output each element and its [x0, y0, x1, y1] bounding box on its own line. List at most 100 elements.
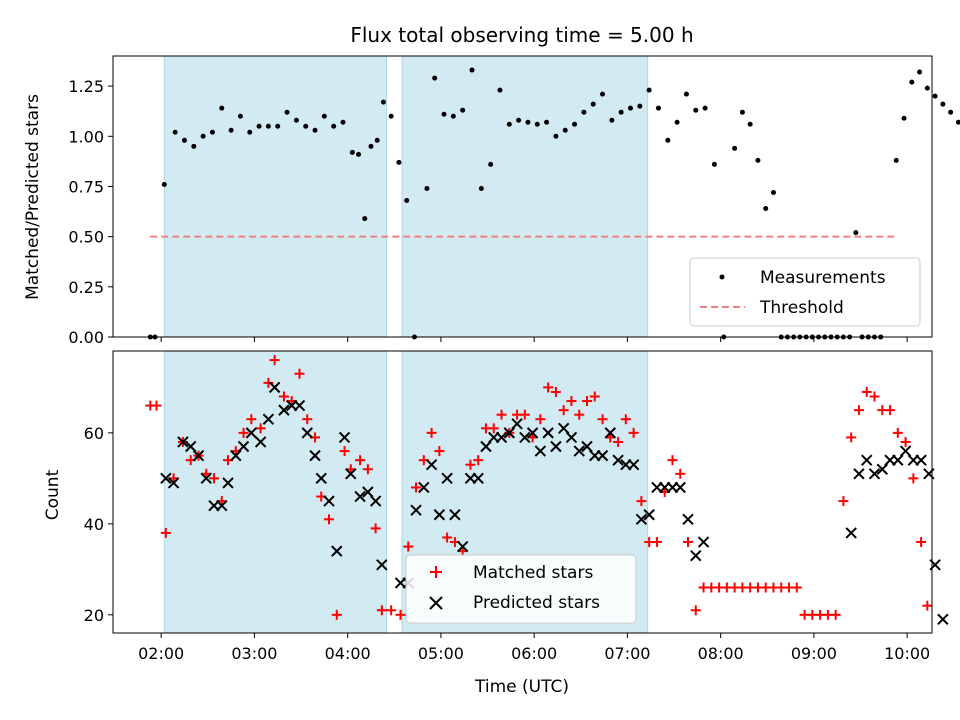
- matched-star-point: [269, 355, 280, 366]
- bottom-xtick-label-3: 05:00: [418, 644, 464, 663]
- measurement-point: [460, 107, 466, 113]
- matched-star-point: [830, 609, 841, 620]
- measurement-point: [275, 123, 281, 129]
- matched-star-point: [574, 409, 585, 420]
- predicted-star-point: [362, 486, 374, 498]
- predicted-star-point: [323, 495, 335, 507]
- bottom-ytick-label-2: 60: [84, 424, 104, 443]
- measurement-point: [368, 143, 374, 149]
- predicted-star-point: [861, 454, 873, 466]
- matched-star-point: [675, 468, 686, 479]
- bottom-xtick-label-6: 08:00: [698, 644, 744, 663]
- top-span-0: [163, 55, 388, 338]
- bottom-xtick-label-4: 06:00: [511, 644, 557, 663]
- measurement-point: [362, 216, 368, 222]
- matched-star-point: [620, 414, 631, 425]
- bottom-frame: [112, 350, 933, 634]
- bottom-xtick-label-0: 02:00: [138, 644, 184, 663]
- predicted-star-point: [433, 509, 446, 521]
- predicted-star-point: [315, 472, 327, 485]
- predicted-star-point: [262, 413, 275, 425]
- top-span-1: [401, 55, 649, 338]
- bottom-xtick-label-5: 07:00: [604, 644, 650, 663]
- matched-star-point: [255, 423, 266, 434]
- matched-star-point: [465, 459, 476, 470]
- matched-star-point: [496, 409, 507, 420]
- bottom-xtick-label-2: 04:00: [325, 644, 371, 663]
- measurement-point: [693, 107, 699, 113]
- measurement-point: [516, 117, 522, 123]
- matched-star-point: [395, 609, 406, 620]
- predicted-star-point: [596, 449, 609, 462]
- measurement-point: [380, 99, 386, 105]
- predicted-star-point: [449, 509, 461, 521]
- matched-star-point: [535, 414, 546, 425]
- measurement-point: [161, 181, 167, 187]
- matched-star-point: [597, 414, 608, 425]
- matched-star-point: [683, 537, 694, 548]
- predicted-star-point: [301, 427, 313, 439]
- predicted-star-point: [892, 454, 904, 466]
- matched-star-points: [145, 355, 933, 620]
- predicted-star-point: [245, 427, 258, 439]
- measurement-point: [940, 101, 946, 107]
- top-panel: 0.00 0.25 0.50 0.75 1.00 1.25 Matched/Predict…: [23, 55, 960, 347]
- matched-star-point: [589, 391, 600, 402]
- predicted-star-point: [550, 440, 562, 453]
- measurement-point: [562, 127, 568, 133]
- predicted-star-point: [581, 440, 593, 453]
- top-ytick-label-5: 1.25: [68, 77, 104, 96]
- predicted-star-point: [345, 468, 357, 480]
- measurement-point: [917, 69, 923, 75]
- measurement-point: [506, 121, 512, 127]
- predicted-star-point: [425, 459, 438, 471]
- bottom-xtick-label-1: 03:00: [231, 644, 277, 663]
- predicted-star-point: [184, 440, 197, 453]
- predicted-star-point: [845, 527, 857, 539]
- x-axis-label: Time (UTC): [474, 677, 569, 697]
- predicted-star-point: [565, 431, 578, 444]
- measurement-point: [581, 109, 587, 115]
- bottom-xtick-label-8: 10:00: [884, 644, 930, 663]
- matched-star-point: [339, 446, 350, 457]
- measurement-point: [948, 109, 954, 115]
- matched-star-point: [263, 377, 274, 388]
- predicted-star-point: [418, 481, 430, 494]
- matched-star-point: [151, 400, 162, 411]
- measurement-point: [755, 157, 761, 163]
- matched-star-point: [324, 514, 335, 525]
- measurement-point: [209, 129, 215, 135]
- measurement-point: [388, 113, 394, 119]
- matched-star-point: [246, 414, 257, 425]
- legend-threshold-label: Threshold: [759, 298, 844, 318]
- matched-star-point: [403, 541, 414, 552]
- measurement-point: [181, 137, 187, 143]
- legend-predicted-marker: [429, 596, 443, 610]
- predicted-star-point: [542, 427, 554, 439]
- chart-title: Flux total observing time = 5.00 h: [350, 23, 693, 47]
- top-legend: Measurements Threshold: [689, 257, 921, 327]
- measurement-point: [924, 85, 930, 91]
- matched-star-point: [386, 605, 397, 616]
- measurement-point: [312, 127, 318, 133]
- measurement-point: [256, 123, 262, 129]
- predicted-star-points: [160, 381, 949, 626]
- bottom-y-axis-label: Count: [43, 469, 63, 520]
- predicted-star-point: [604, 427, 617, 439]
- predicted-star-point: [674, 481, 686, 494]
- measurement-point: [674, 119, 680, 125]
- matched-star-point: [411, 482, 422, 493]
- predicted-star-point: [526, 427, 539, 439]
- measurement-point: [770, 189, 776, 195]
- matched-star-point: [922, 600, 933, 611]
- predicted-star-point: [376, 559, 388, 571]
- top-y-axis-label: Matched/Predicted stars: [23, 94, 43, 300]
- bottom-panel: 20 40 60 02:00 03:00 04:00 05:00 06:00 07:00 08:0…: [43, 350, 949, 697]
- measurement-point: [932, 93, 938, 99]
- predicted-star-point: [167, 477, 180, 489]
- matched-star-point: [209, 473, 220, 484]
- matched-star-point: [908, 473, 919, 484]
- predicted-star-point: [192, 449, 205, 462]
- measurement-point: [432, 75, 438, 81]
